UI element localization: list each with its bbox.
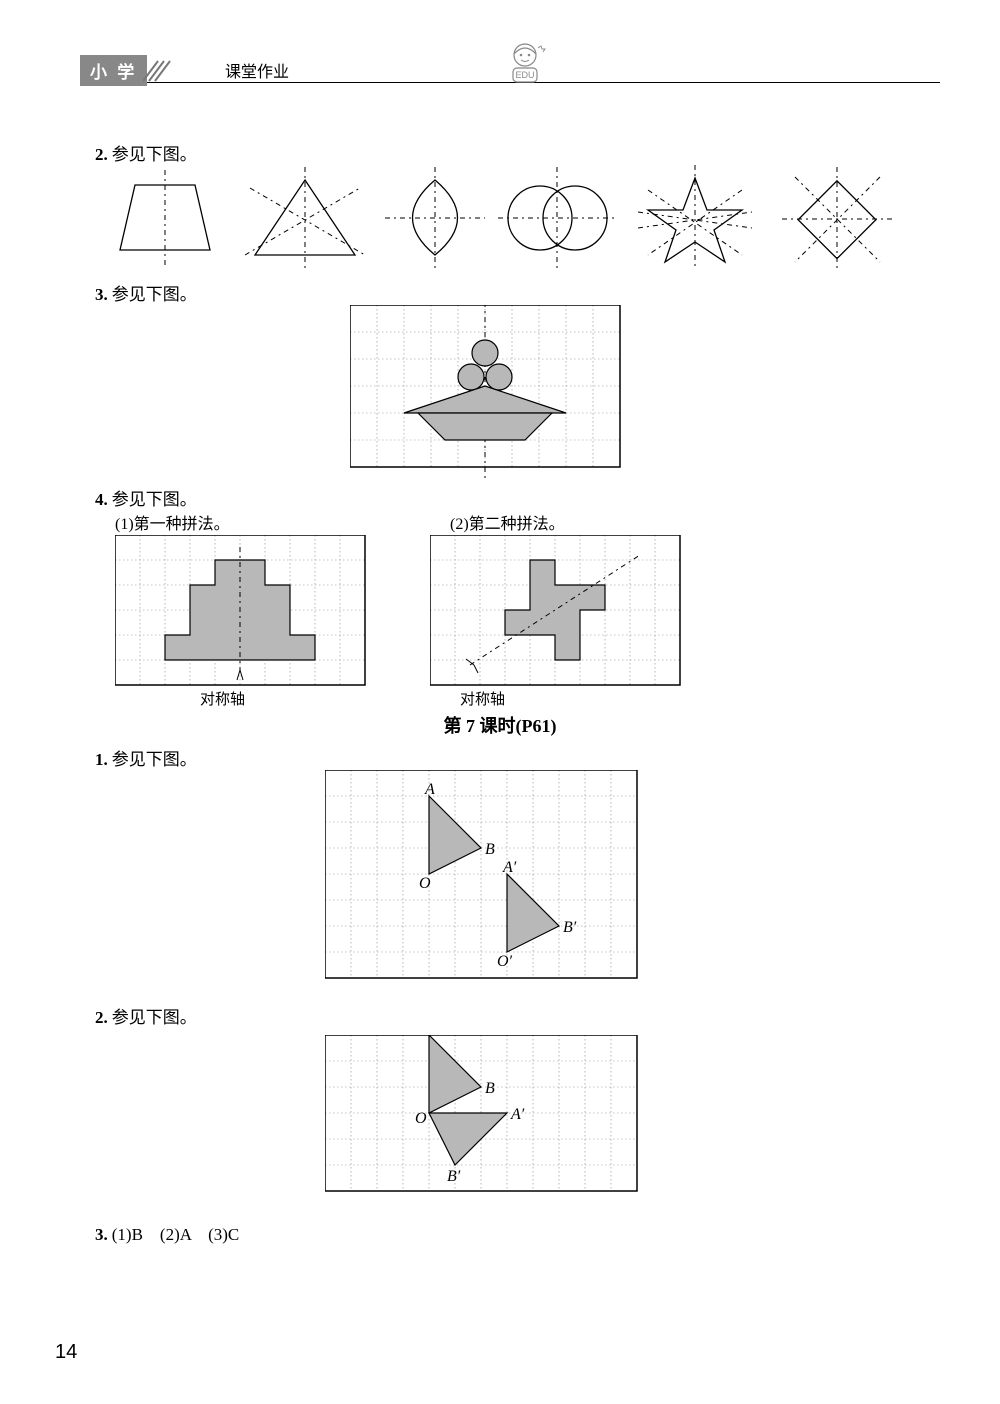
q3-text: 参见下图。	[112, 285, 197, 304]
label-A1: A′	[502, 859, 517, 876]
q3-heading: 3.参见下图。	[95, 280, 197, 305]
label2-B1: B′	[447, 1168, 461, 1185]
s7q2-num: 2.	[95, 1008, 108, 1027]
q3-num: 3.	[95, 285, 108, 304]
q2-shapes	[95, 165, 915, 275]
section-7-title: 第 7 课时(P61)	[444, 712, 557, 738]
s7q1-num: 1.	[95, 750, 108, 769]
label2-A1: A′	[510, 1106, 525, 1123]
label2-A: A	[424, 1035, 435, 1036]
label2-O: O	[415, 1110, 427, 1127]
q4-sub2: (2)第二种拼法。	[450, 510, 565, 534]
q4-axis-label-a: 对称轴	[200, 688, 245, 709]
q4-heading: 4.参见下图。	[95, 485, 197, 510]
label-O: O	[419, 875, 431, 892]
chevron-icon	[143, 55, 173, 83]
q2-heading: 2.参见下图。	[95, 140, 197, 165]
label-O1: O′	[497, 953, 513, 970]
page-number: 14	[55, 1341, 77, 1364]
q4-grid-b	[430, 535, 690, 700]
label-B: B	[485, 841, 495, 858]
s7q2-grid: A B O A′ B′	[325, 1035, 645, 1201]
label-A: A	[424, 781, 435, 798]
q2-text: 参见下图。	[112, 145, 197, 164]
q4-grid-a	[115, 535, 375, 700]
s7q1-grid: A B O A′ B′ O′	[325, 770, 645, 988]
s7q3-num: 3.	[95, 1225, 108, 1244]
label-B1: B′	[563, 919, 577, 936]
svg-text:EDU: EDU	[515, 70, 534, 80]
q4-text: 参见下图。	[112, 490, 197, 509]
page-header: 小 学 课堂作业 EDU	[80, 55, 940, 83]
q4-num: 4.	[95, 490, 108, 509]
q2-num: 2.	[95, 145, 108, 164]
header-tab: 小 学	[80, 55, 147, 86]
q4-axis-label-b: 对称轴	[460, 688, 505, 709]
header-title: 课堂作业	[225, 58, 289, 82]
q4-sub1: (1)第一种拼法。	[115, 510, 230, 534]
s7q2-heading: 2.参见下图。	[95, 1003, 197, 1028]
s7q3-text: (1)B (2)A (3)C	[112, 1225, 239, 1244]
q3-grid	[350, 305, 630, 480]
s7q1-text: 参见下图。	[112, 750, 197, 769]
label2-B: B	[485, 1080, 495, 1097]
mascot-icon: EDU	[500, 40, 550, 95]
s7q1-heading: 1.参见下图。	[95, 745, 197, 770]
s7q2-text: 参见下图。	[112, 1008, 197, 1027]
s7q3: 3.(1)B (2)A (3)C	[95, 1220, 239, 1245]
